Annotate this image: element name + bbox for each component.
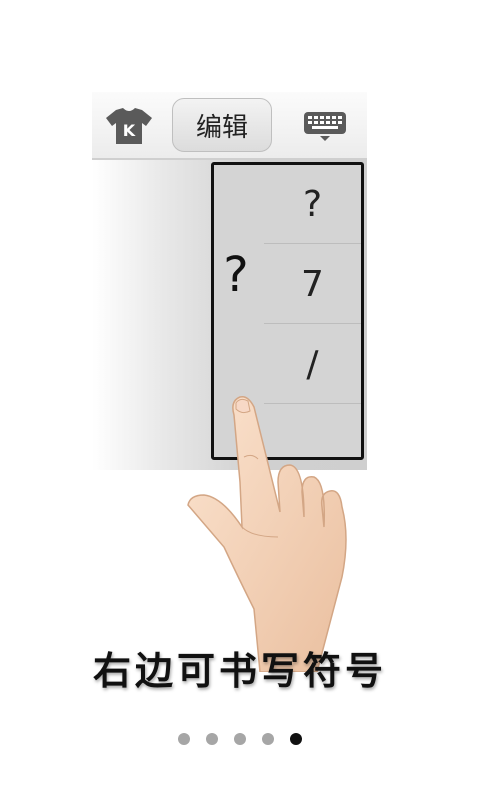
- tshirt-k-icon: K: [106, 108, 152, 144]
- candidate-item[interactable]: /: [264, 325, 361, 404]
- caption-text: 右边可书写符号: [92, 649, 387, 693]
- keyboard-button[interactable]: [302, 110, 348, 142]
- skin-button[interactable]: K: [104, 106, 154, 146]
- candidate-item[interactable]: ?: [264, 165, 361, 244]
- pointing-hand-icon: [187, 395, 347, 672]
- page-dot-active[interactable]: [290, 733, 302, 745]
- page-dot[interactable]: [178, 733, 190, 745]
- keyboard-icon: [304, 112, 346, 141]
- page-dot[interactable]: [206, 733, 218, 745]
- page-dot[interactable]: [234, 733, 246, 745]
- skin-letter: K: [123, 121, 136, 140]
- handwritten-char: ?: [223, 247, 249, 303]
- candidate-item[interactable]: 7: [264, 245, 361, 324]
- page-dot[interactable]: [262, 733, 274, 745]
- page-indicator: [0, 733, 480, 745]
- input-toolbar: K 编辑: [92, 92, 367, 160]
- tutorial-illustration: K 编辑 ? ? 7 /: [92, 92, 367, 672]
- edit-button[interactable]: 编辑: [172, 98, 272, 152]
